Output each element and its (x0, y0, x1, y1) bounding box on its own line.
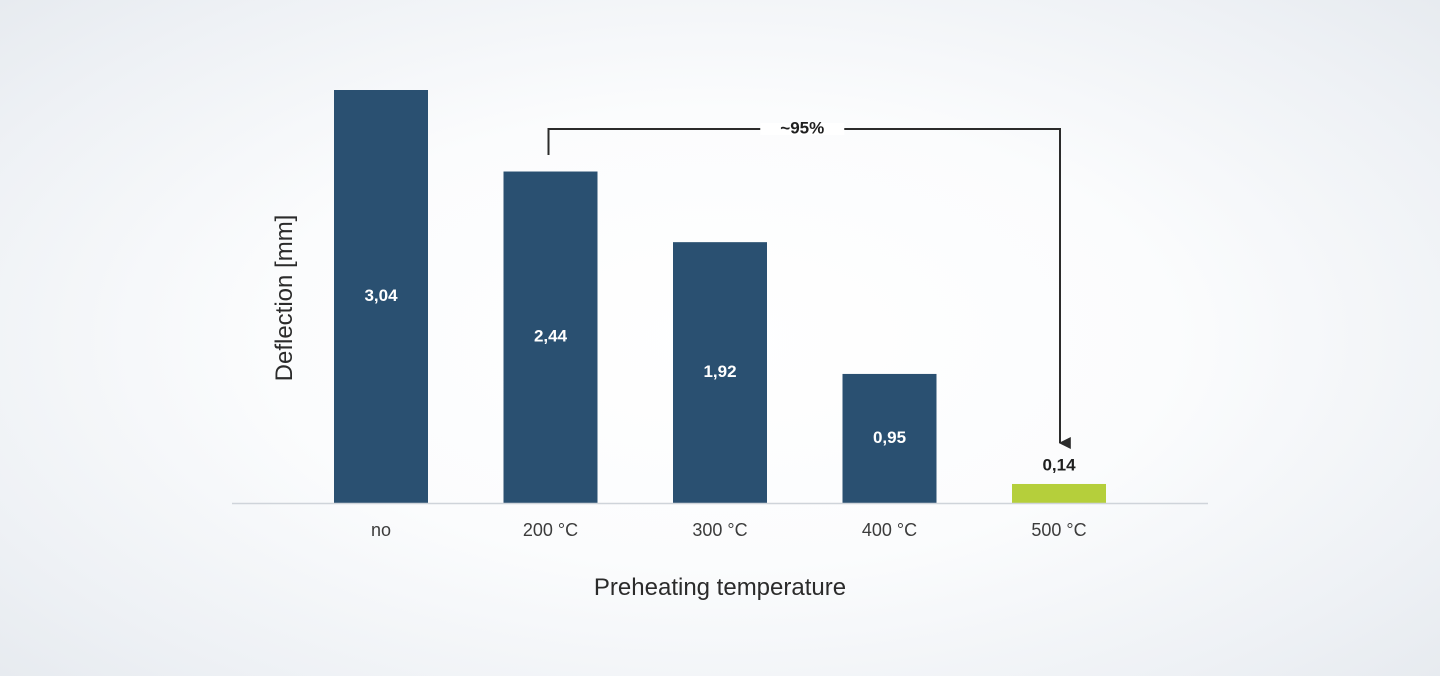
value-label-400-c: 0,95 (873, 428, 906, 447)
y-axis-title: Deflection [mm] (271, 215, 298, 382)
value-label-500-c: 0,14 (1042, 455, 1076, 474)
bar-200-c (503, 171, 598, 503)
value-label-no: 3,04 (364, 286, 398, 305)
annotation-bracket-arrow (547, 128, 1071, 449)
value-labels-group: 3,04 2,44 1,92 0,95 0,14 (364, 286, 1076, 474)
value-label-200-c: 2,44 (534, 327, 568, 346)
bar-400-c (842, 373, 937, 503)
annotation-label: ~95% (780, 118, 824, 137)
tick-labels-group: no 200 °C 300 °C 400 °C 500 °C (371, 520, 1087, 540)
x-tick-label-200-c: 200 °C (523, 520, 578, 540)
value-label-300-c: 1,92 (703, 362, 736, 381)
x-axis-title: Preheating temperature (594, 574, 846, 601)
bars-group (334, 90, 1106, 503)
x-tick-label-500-c: 500 °C (1031, 520, 1086, 540)
x-tick-label-no: no (371, 520, 391, 540)
bar-300-c (673, 242, 767, 503)
x-tick-label-400-c: 400 °C (862, 520, 917, 540)
bar-no (334, 90, 428, 503)
annotation-label-gap (760, 123, 845, 135)
bar-500-c (1012, 483, 1106, 503)
reduction-annotation: ~95% (547, 118, 1071, 449)
x-tick-label-300-c: 300 °C (692, 520, 747, 540)
